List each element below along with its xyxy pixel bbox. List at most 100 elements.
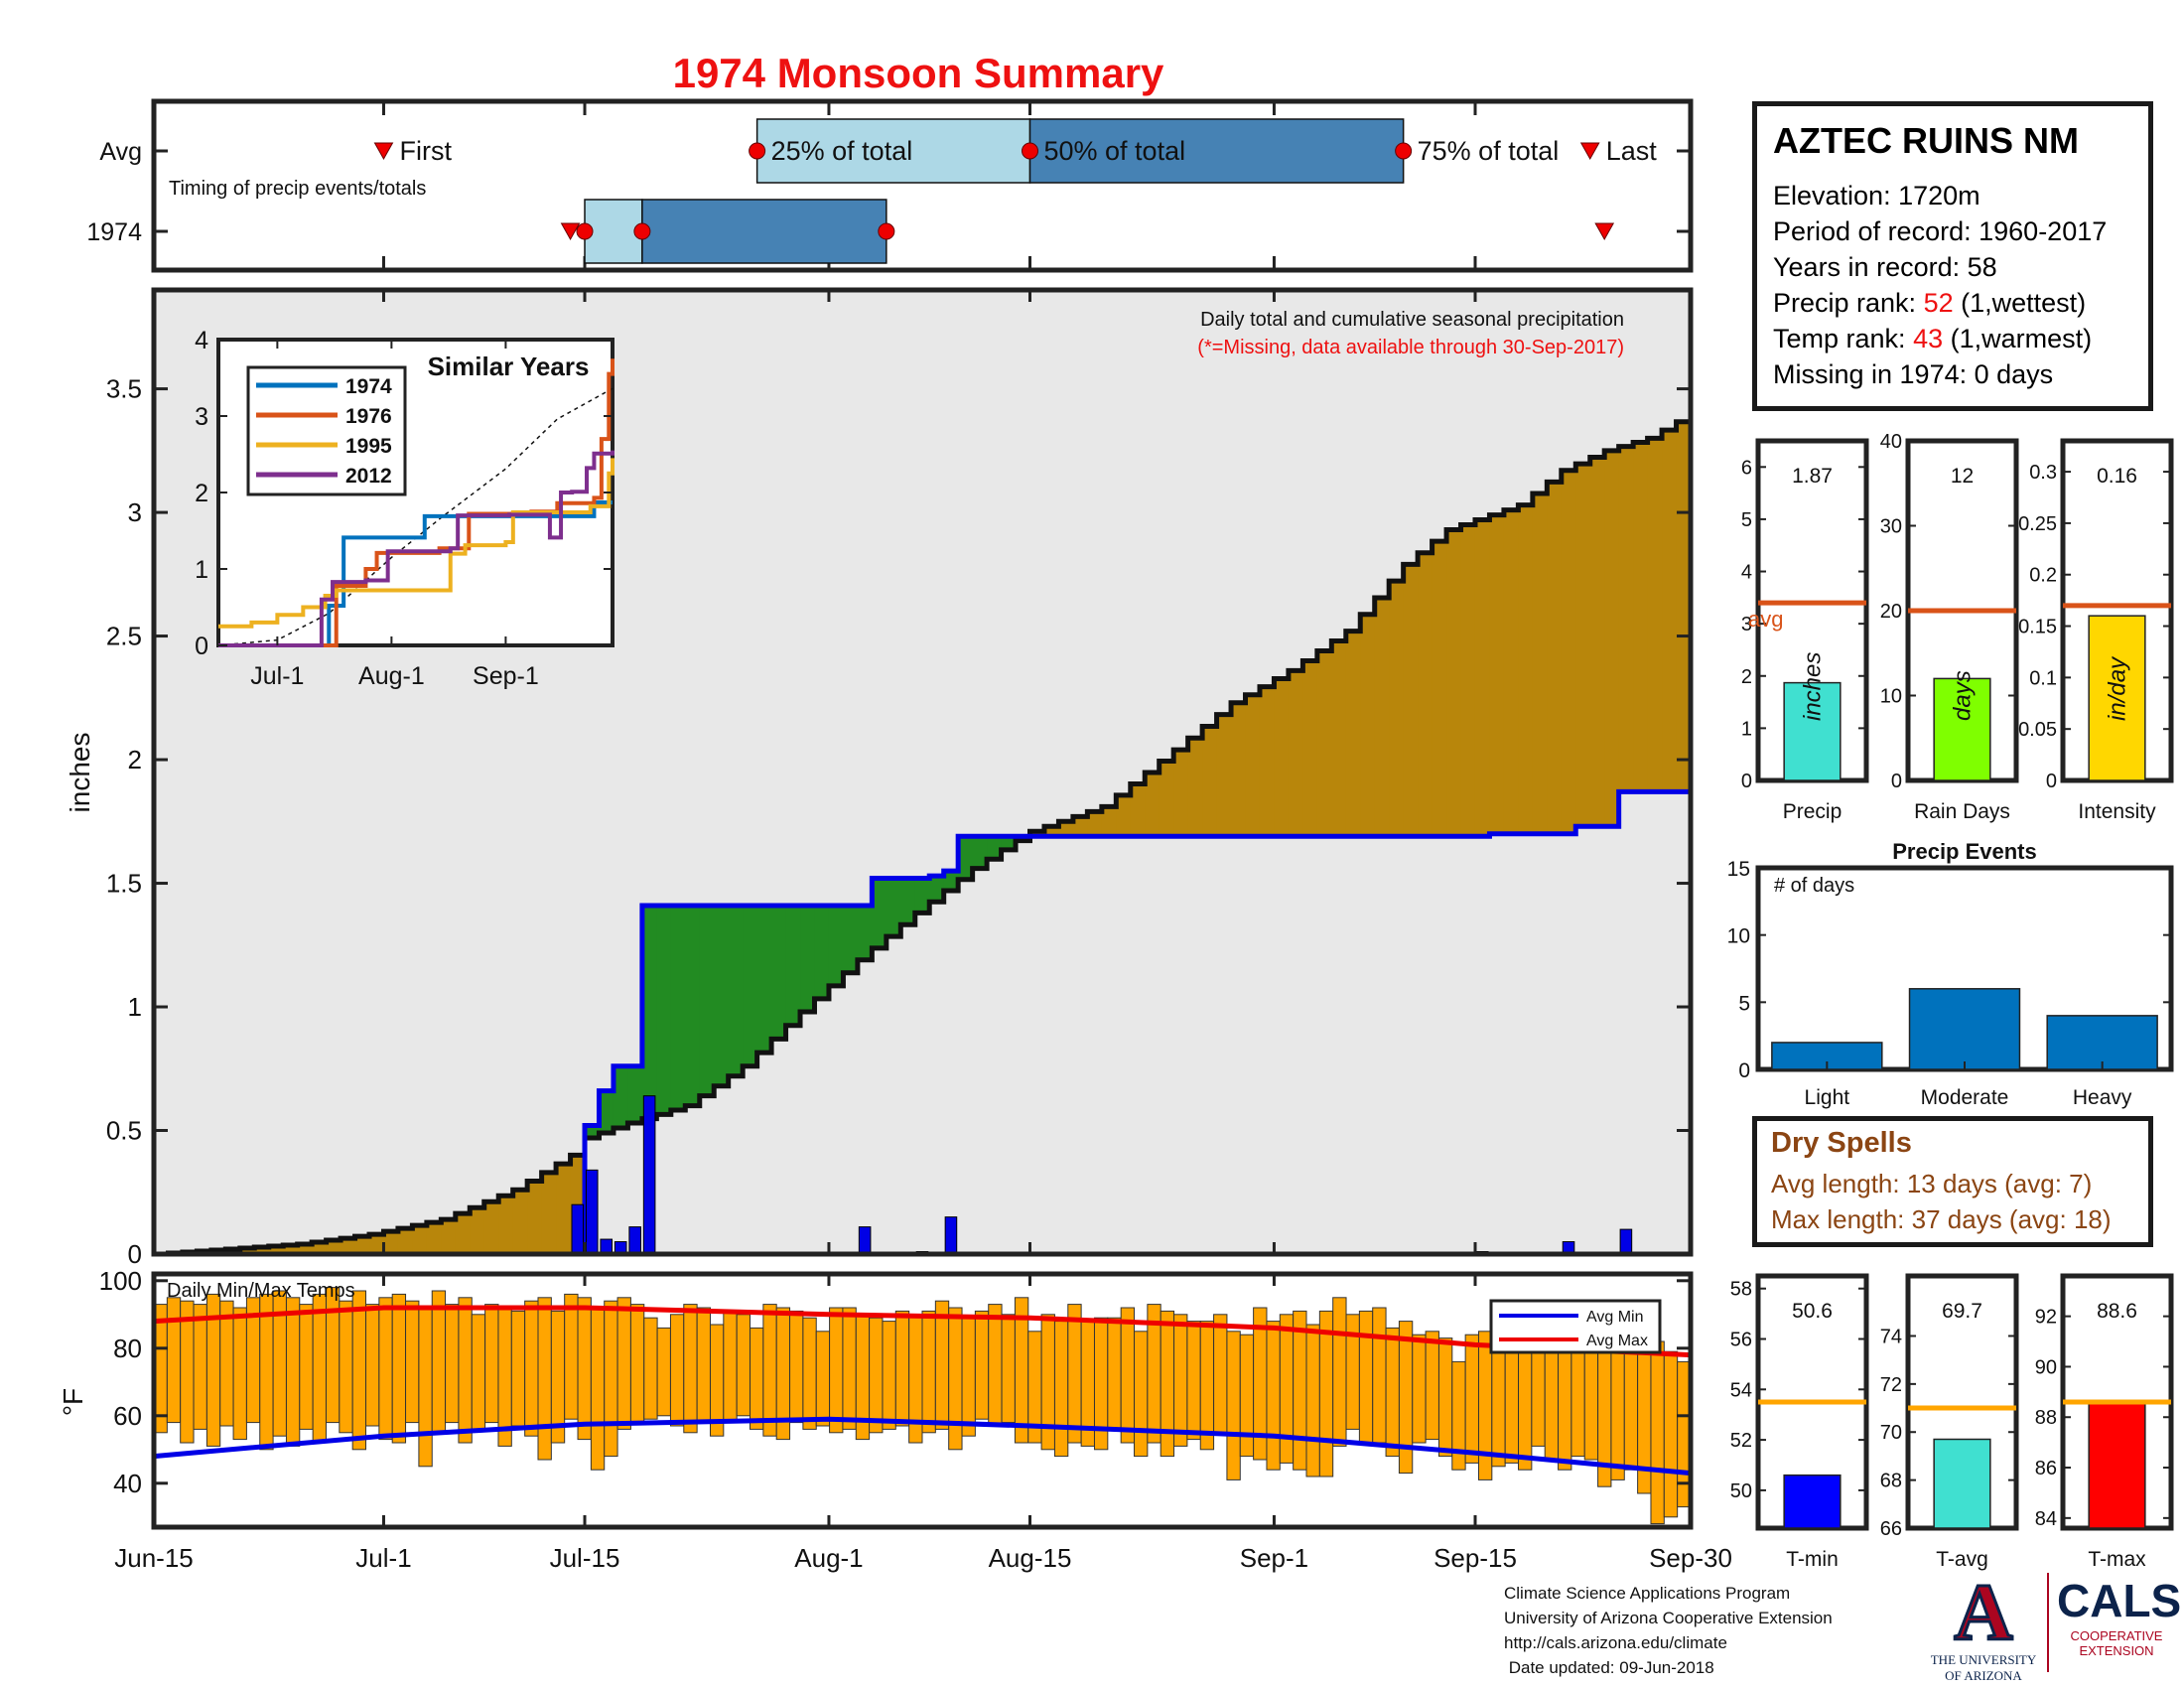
mini-value-bar <box>1933 1438 1991 1529</box>
temp-daily-bar <box>1173 1314 1188 1447</box>
events-bar <box>1908 988 2021 1070</box>
temp-ytick-label: 60 <box>113 1401 142 1431</box>
events-ytick-label: 15 <box>1727 858 1750 881</box>
mini-ytick-label: 0 <box>1891 771 1902 792</box>
temp-ytick-label: 80 <box>113 1334 142 1363</box>
station-precip-rank: Precip rank: 52 (1,wettest) <box>1773 288 2087 318</box>
inset-ytick-label: 1 <box>195 556 208 584</box>
deficit-fill <box>1130 783 1146 837</box>
mini-value-label: 50.6 <box>1792 1300 1833 1323</box>
surplus-fill <box>1001 836 1017 850</box>
mini-value-label: 1.87 <box>1792 465 1833 488</box>
surplus-fill <box>656 905 672 1115</box>
temp-avg-min-line <box>153 1416 1692 1477</box>
deficit-fill <box>1072 816 1088 837</box>
temp-xtick-label: Sep-30 <box>1649 1543 1732 1573</box>
mini-ytick-label: 20 <box>1880 601 1902 623</box>
deficit-fill <box>239 1248 255 1254</box>
mini-unit-label: days <box>1950 670 1977 721</box>
mini-ytick-label: 4 <box>1741 562 1752 584</box>
surplus-fill <box>843 905 859 973</box>
mini-ytick-label: 0 <box>1741 771 1752 792</box>
temp-daily-bar <box>351 1290 367 1451</box>
temp-avg-max-line <box>153 1305 1692 1358</box>
mini-value-bar <box>1933 677 1991 781</box>
main-frame <box>151 287 1694 1257</box>
deficit-fill <box>470 1207 485 1254</box>
mini-ytick-label: 56 <box>1730 1330 1752 1351</box>
main-ytick-label: 3.5 <box>106 374 142 404</box>
cals-logo-text: CALS <box>2057 1575 2182 1626</box>
dry-spells-max: Max length: 37 days (avg: 18) <box>1771 1204 2112 1234</box>
timing-label: Timing of precip events/totals <box>169 178 426 200</box>
deficit-fill <box>1245 694 1261 837</box>
temp-daily-bar <box>166 1297 182 1424</box>
timing-percentile-marker <box>878 222 895 240</box>
mini-ytick-label: 10 <box>1880 686 1902 708</box>
daily-precip-bar <box>944 1216 958 1255</box>
temp-daily-bar <box>1067 1304 1082 1444</box>
temp-daily-bar <box>1266 1321 1281 1471</box>
events-bar <box>2046 1015 2158 1070</box>
events-ylabel: # of days <box>1774 875 1854 897</box>
deficit-fill <box>1518 504 1534 834</box>
temp-daily-bar <box>696 1307 711 1424</box>
events-ytick-label: 0 <box>1738 1059 1750 1082</box>
deficit-fill <box>1087 811 1103 837</box>
mini-ytick-label: 70 <box>1880 1422 1902 1444</box>
temp-daily-bar <box>1226 1331 1241 1480</box>
temp-daily-bar <box>193 1304 207 1430</box>
deficit-fill <box>383 1231 399 1254</box>
mini-ytick-label: 72 <box>1880 1374 1902 1396</box>
temp-xtick-label: Aug-15 <box>989 1543 1072 1573</box>
timing-first-last-marker <box>1579 142 1600 161</box>
deficit-fill <box>1360 614 1376 837</box>
dry-spells-avg: Avg length: 13 days (avg: 7) <box>1771 1169 2093 1198</box>
mini-ytick-label: 54 <box>1730 1379 1752 1401</box>
surplus-fill <box>900 878 916 925</box>
deficit-fill <box>1618 446 1634 792</box>
deficit-fill <box>1604 450 1620 827</box>
temp-daily-bar <box>894 1310 910 1427</box>
temp-daily-bar <box>1345 1314 1360 1430</box>
temp-legend-label: Avg Max <box>1586 1333 1648 1349</box>
daily-precip-bar <box>858 1226 872 1255</box>
deficit-fill <box>1216 714 1232 837</box>
cals-logo: CALS COOPERATIVE EXTENSION <box>2057 1573 2182 1658</box>
temp-daily-bar <box>948 1307 963 1451</box>
deficit-fill <box>297 1244 313 1254</box>
cals-logo-sub: EXTENSION <box>2079 1643 2154 1658</box>
temp-daily-bar <box>431 1290 447 1434</box>
mini-ytick-label: 2 <box>1741 666 1752 688</box>
surplus-fill <box>743 905 758 1066</box>
temp-daily-bar <box>1412 1334 1427 1444</box>
surplus-fill <box>987 836 1003 860</box>
surplus-fill <box>872 878 887 948</box>
temp-daily-bar <box>285 1297 301 1447</box>
temp-daily-bar <box>232 1307 247 1441</box>
temp-daily-bar <box>577 1297 592 1441</box>
mini-ytick-label: 0 <box>2046 771 2057 792</box>
mini-ytick-label: 30 <box>1880 516 1902 538</box>
temp-daily-bar <box>961 1317 976 1437</box>
mini-ytick-label: 0.05 <box>2018 719 2057 741</box>
deficit-fill <box>268 1246 284 1254</box>
temp-daily-bar <box>1437 1337 1453 1458</box>
temp-daily-bar <box>510 1310 526 1427</box>
temp-daily-bar <box>1239 1334 1255 1458</box>
surplus-fill <box>886 878 901 937</box>
mini-ytick-label: 92 <box>2035 1307 2057 1329</box>
temp-daily-bar <box>391 1293 407 1444</box>
temp-xtick-label: Jul-1 <box>355 1543 411 1573</box>
temp-legend-label: Avg Min <box>1586 1309 1644 1326</box>
temp-daily-bar <box>750 1327 764 1430</box>
deficit-fill <box>527 1181 543 1254</box>
surplus-fill <box>585 1125 601 1138</box>
temp-daily-bar <box>1372 1307 1387 1444</box>
deficit-fill <box>1575 464 1591 827</box>
temp-daily-bar <box>604 1300 618 1458</box>
deficit-fill <box>1202 726 1218 837</box>
mini-value-bar <box>1783 1474 1842 1529</box>
mini-xlabel: T-max <box>2088 1548 2146 1571</box>
mini-ytick-label: 58 <box>1730 1279 1752 1301</box>
